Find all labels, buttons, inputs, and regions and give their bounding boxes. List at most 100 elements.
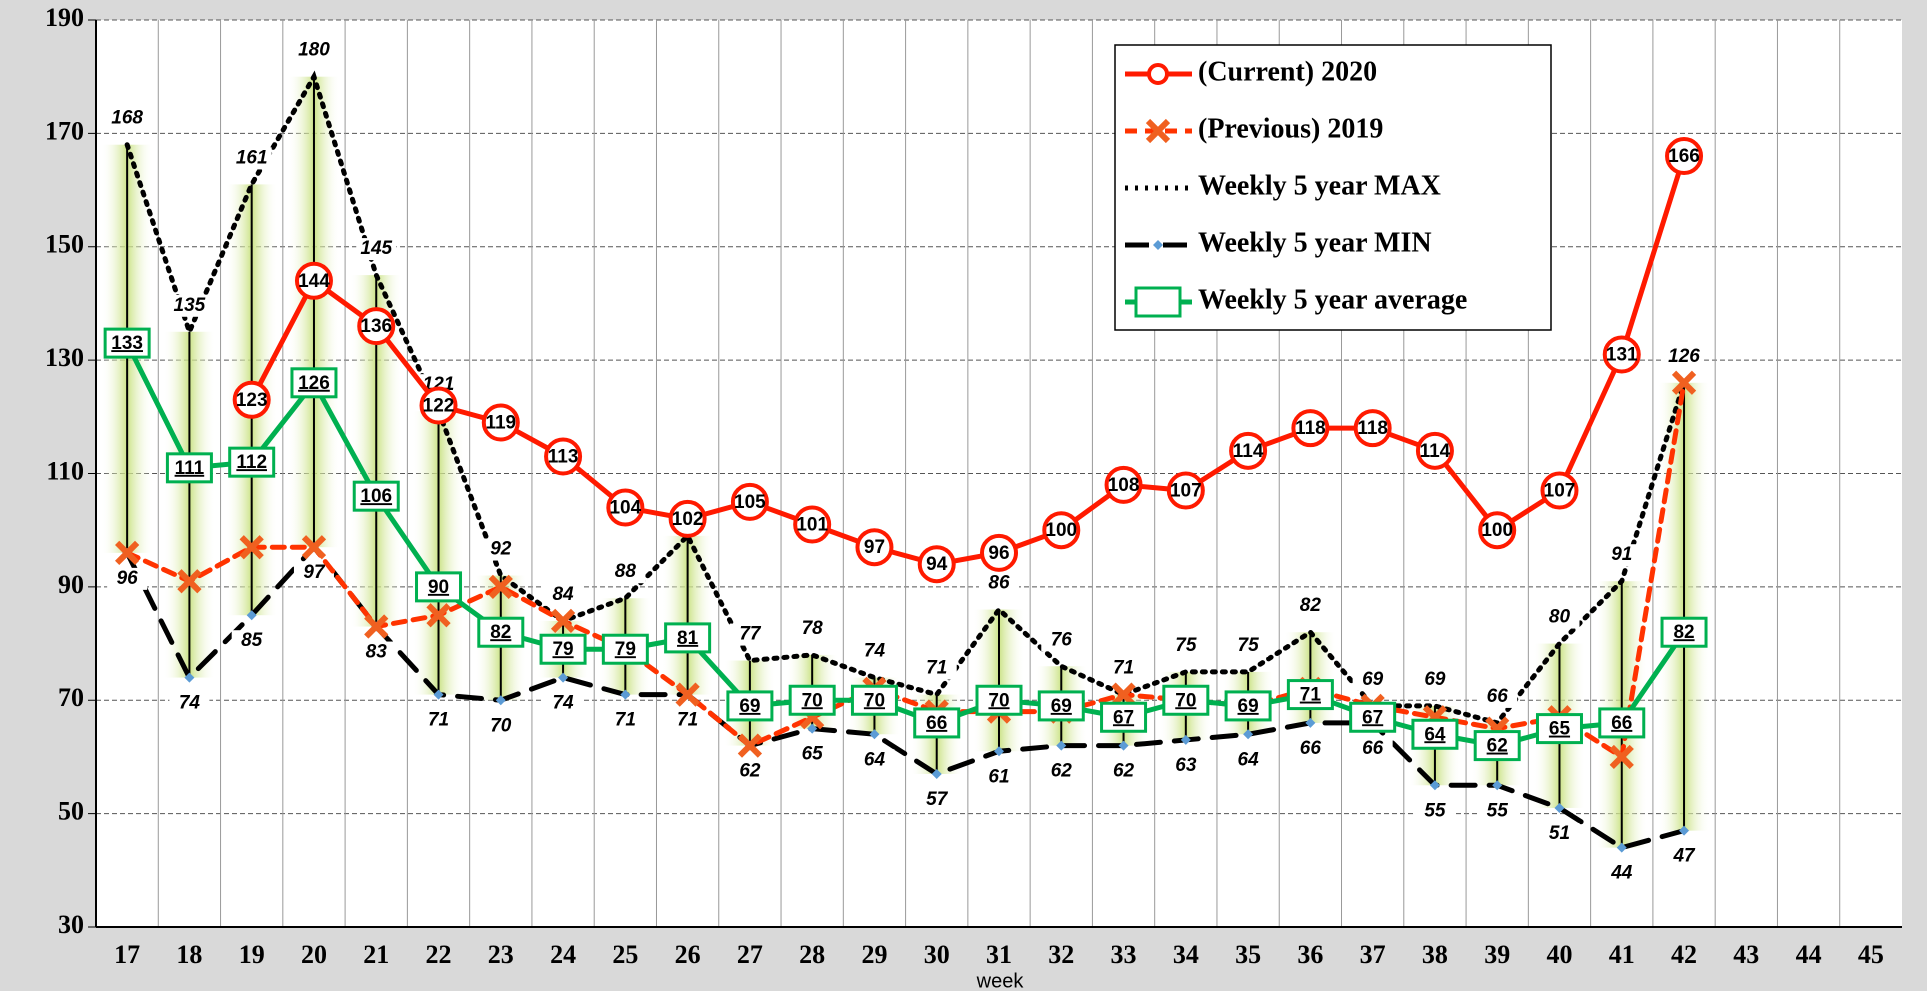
label-bg (480, 538, 521, 561)
point (477, 616, 525, 648)
data-label: 70 (1175, 690, 1196, 711)
label-bg (293, 562, 334, 585)
data-label: 161 (236, 147, 268, 168)
label-bg (231, 147, 272, 170)
data-label: 63 (1175, 755, 1197, 776)
data-label: 113 (548, 447, 579, 468)
data-label: 71 (615, 710, 636, 731)
data-label: 80 (1549, 607, 1571, 628)
x-tick-label: 21 (363, 940, 389, 969)
point (301, 535, 327, 560)
data-label: 71 (1300, 685, 1322, 706)
label-bg (356, 641, 397, 664)
point (1492, 780, 1503, 791)
point (1598, 707, 1646, 739)
label-bg (1414, 800, 1455, 823)
x-tick-label: 19 (239, 940, 265, 969)
data-label: 97 (303, 562, 326, 583)
x-tick-label: 26 (675, 940, 701, 969)
label-bg (1103, 760, 1144, 783)
x-tick-label: 40 (1546, 940, 1572, 969)
data-label: 90 (428, 577, 449, 598)
data-label: 67 (1113, 707, 1134, 728)
point (1415, 431, 1454, 470)
data-label: 135 (174, 295, 206, 316)
point (1145, 118, 1171, 144)
data-label: 75 (1238, 635, 1260, 656)
point (1134, 286, 1182, 318)
data-label: 77 (739, 624, 762, 645)
point (481, 403, 520, 442)
data-label: 104 (609, 498, 641, 519)
x-tick-label: 37 (1360, 940, 1386, 969)
label-bg (1352, 737, 1393, 760)
label-bg (1477, 685, 1518, 708)
y-tick-label: 50 (58, 797, 84, 826)
data-label: 136 (360, 316, 392, 337)
data-label: 82 (1300, 595, 1322, 616)
data-label: 96 (117, 568, 139, 589)
data-label: 105 (734, 492, 766, 513)
point (426, 603, 451, 628)
label-bg (1539, 822, 1580, 845)
data-label: 79 (615, 639, 636, 660)
data-label: 69 (1424, 669, 1446, 690)
data-label: 100 (1481, 520, 1513, 541)
data-label: 168 (111, 108, 143, 129)
data-label: 82 (1673, 622, 1694, 643)
x-tick-label: 18 (176, 940, 202, 969)
x-tick-label: 25 (612, 940, 638, 969)
point (788, 684, 836, 716)
point (1153, 240, 1163, 250)
point (1118, 740, 1129, 751)
point (246, 610, 257, 621)
point (1478, 511, 1517, 550)
label-bg (1165, 754, 1206, 777)
data-label: 78 (802, 618, 824, 639)
label-bg (1165, 634, 1206, 657)
x-tick-label: 24 (550, 940, 576, 969)
point (165, 452, 213, 484)
y-tick-label: 110 (46, 456, 84, 485)
data-label: 66 (1300, 738, 1322, 759)
label-bg (1228, 749, 1269, 772)
data-label: 81 (677, 628, 699, 649)
series-line (124, 380, 1687, 762)
data-label: 107 (1170, 481, 1202, 502)
point (1166, 471, 1205, 510)
data-label: 107 (1544, 481, 1576, 502)
data-label: 82 (490, 622, 511, 643)
x-tick-label: 41 (1609, 940, 1635, 969)
data-label: 71 (428, 710, 449, 731)
data-label: 126 (298, 373, 330, 394)
legend-label: (Current) 2020 (1198, 56, 1377, 87)
label-bg (854, 640, 895, 663)
label-bg (916, 788, 957, 811)
data-label: 66 (1362, 738, 1384, 759)
data-label: 69 (1238, 696, 1259, 717)
label-bg (169, 294, 210, 317)
data-label: 145 (360, 238, 392, 259)
data-label: 71 (1113, 658, 1134, 679)
point (1665, 137, 1704, 176)
label-bg (792, 617, 833, 640)
data-label: 69 (1362, 669, 1384, 690)
point (115, 540, 140, 565)
data-label: 70 (988, 690, 1009, 711)
data-label: 133 (111, 333, 143, 354)
data-label: 111 (175, 458, 205, 479)
point (1100, 701, 1148, 733)
data-label: 126 (1668, 346, 1700, 367)
data-label: 75 (1175, 635, 1197, 656)
data-label: 83 (366, 642, 388, 663)
data-label: 96 (988, 543, 1009, 564)
label-bg (1477, 800, 1518, 823)
point (1473, 730, 1521, 762)
series-line (124, 543, 1687, 851)
label-bg (543, 692, 584, 715)
label-bg (543, 583, 584, 606)
label-bg (293, 39, 334, 62)
point (1162, 684, 1210, 716)
data-label: 114 (1420, 441, 1451, 462)
data-label: 66 (926, 713, 947, 734)
